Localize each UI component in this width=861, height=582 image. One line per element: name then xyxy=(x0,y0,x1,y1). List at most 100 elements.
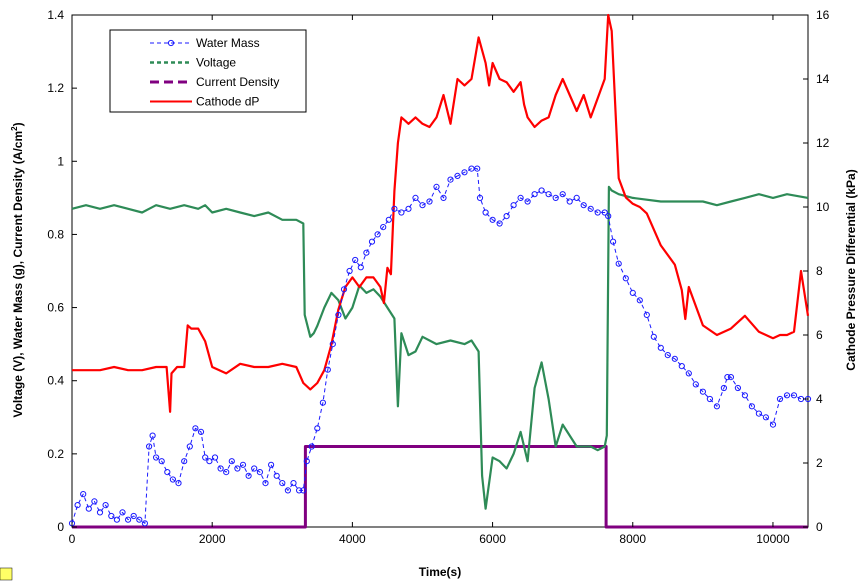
water-mass-point xyxy=(650,333,657,340)
water-mass-point xyxy=(790,392,798,399)
water-mass-point xyxy=(724,374,731,381)
water-mass-point xyxy=(108,512,115,520)
left-y-tick-label: 1.4 xyxy=(47,8,64,22)
water-mass-point xyxy=(580,202,587,209)
water-mass-point xyxy=(587,205,594,212)
left-y-axis-title: Voltage (V), Water Mass (g), Current Den… xyxy=(10,122,25,417)
water-mass-point xyxy=(419,202,426,209)
x-tick-label: 10000 xyxy=(756,532,790,546)
legend-label: Water Mass xyxy=(196,36,260,50)
left-y-tick-label: 1.2 xyxy=(47,81,64,95)
water-mass-point xyxy=(130,512,137,520)
water-mass-point xyxy=(552,194,559,201)
water-mass-point xyxy=(573,194,580,201)
water-mass-point xyxy=(482,209,489,216)
water-mass-point xyxy=(181,458,188,465)
left-y-axis-title-sup: 2 xyxy=(10,126,19,131)
water-mass-point xyxy=(706,395,714,403)
water-mass-point xyxy=(776,395,784,403)
water-mass-point xyxy=(622,275,629,282)
water-mass-point xyxy=(643,311,650,318)
right-y-tick-label: 12 xyxy=(816,136,830,150)
water-mass-point xyxy=(74,502,81,509)
water-mass-point xyxy=(296,487,303,494)
water-mass-point xyxy=(80,491,87,498)
right-y-tick-label: 16 xyxy=(816,8,830,22)
water-mass-point xyxy=(468,165,475,172)
water-mass-point xyxy=(146,443,153,450)
water-mass-point xyxy=(699,388,707,395)
right-y-tick-label: 4 xyxy=(816,392,823,406)
water-mass-point xyxy=(153,454,160,461)
series-line-cathode-dp xyxy=(72,13,810,413)
legend-box xyxy=(109,29,307,113)
corner-swatch xyxy=(0,567,13,581)
water-mass-point xyxy=(461,169,468,176)
water-mass-point xyxy=(340,286,348,293)
water-mass-point xyxy=(279,480,286,487)
water-mass-point xyxy=(566,198,573,205)
water-mass-point xyxy=(769,421,777,428)
water-mass-point xyxy=(405,205,412,212)
water-mass-point xyxy=(319,399,326,406)
water-mass-point xyxy=(559,191,566,198)
water-mass-point xyxy=(727,374,735,381)
series-line-voltage xyxy=(71,185,809,510)
water-mass-point xyxy=(517,194,524,201)
right-y-tick-label: 0 xyxy=(816,520,823,534)
water-mass-point xyxy=(197,428,205,435)
water-mass-point xyxy=(489,216,496,223)
water-mass-point xyxy=(308,443,315,450)
water-mass-point xyxy=(251,465,258,472)
water-mass-point xyxy=(692,381,699,388)
water-mass-point xyxy=(664,352,671,359)
water-mass-point xyxy=(352,256,359,264)
water-mass-point xyxy=(175,480,182,487)
right-y-tick-label: 14 xyxy=(816,72,830,86)
water-mass-point xyxy=(678,363,685,370)
water-mass-point xyxy=(657,344,664,351)
water-mass-point xyxy=(748,403,756,410)
water-mass-point xyxy=(119,509,126,516)
legend-label: Current Density xyxy=(196,75,279,89)
legend-marker xyxy=(167,39,175,47)
water-mass-point xyxy=(169,476,176,483)
water-mass-point xyxy=(762,414,770,421)
water-mass-point xyxy=(300,487,307,494)
x-axis-title: Time(s) xyxy=(419,565,461,579)
water-mass-point xyxy=(363,249,370,256)
water-mass-point xyxy=(741,392,749,399)
water-mass-point xyxy=(545,191,552,198)
water-mass-point xyxy=(228,458,235,465)
water-mass-point xyxy=(206,458,213,465)
water-mass-point xyxy=(374,231,381,238)
right-y-tick-label: 6 xyxy=(816,328,823,342)
water-mass-point xyxy=(496,220,503,227)
water-mass-point xyxy=(783,392,791,399)
water-mass-point xyxy=(245,472,252,479)
water-mass-point xyxy=(217,465,224,472)
water-mass-point xyxy=(239,461,247,468)
right-y-tick-label: 2 xyxy=(816,456,823,470)
water-mass-point xyxy=(223,469,230,476)
series-line-current-density xyxy=(72,445,808,529)
axes-layer: 0 2000 4000 6000 8000 10000 0 0.2 0.4 0.6 0.8 1 1.2 1… xyxy=(47,8,829,546)
water-mass-point xyxy=(433,183,440,190)
water-mass-point xyxy=(368,238,376,245)
water-mass-point xyxy=(303,458,310,465)
water-mass-point xyxy=(524,198,531,205)
water-mass-point xyxy=(125,516,132,523)
water-mass-point xyxy=(380,224,387,231)
water-mass-point xyxy=(713,403,721,410)
series-layer xyxy=(68,13,812,529)
right-y-axis-title: Cathode Pressure Differential (kPa) xyxy=(844,169,858,370)
left-y-tick-label: 0 xyxy=(57,520,64,534)
water-mass-point xyxy=(357,264,364,271)
legend-label: Voltage xyxy=(196,56,236,70)
x-tick-label: 4000 xyxy=(339,532,366,546)
water-mass-point xyxy=(605,213,612,220)
water-mass-point xyxy=(385,216,392,223)
water-mass-point xyxy=(192,425,199,432)
water-mass-point xyxy=(158,458,165,465)
